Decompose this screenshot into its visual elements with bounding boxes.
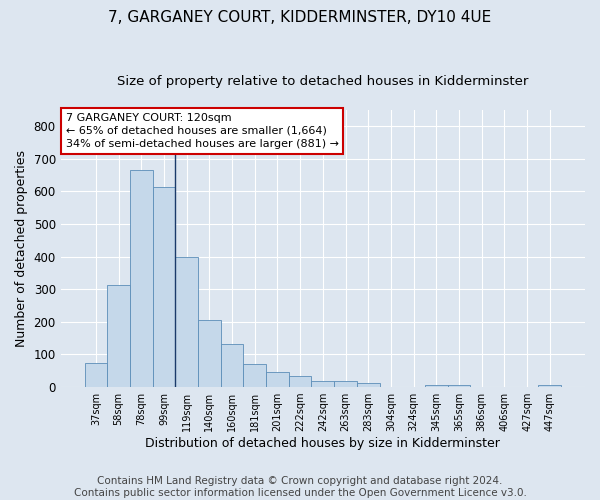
Bar [152, 186, 175, 387]
X-axis label: Distribution of detached houses by size in Kidderminster: Distribution of detached houses by size … [145, 437, 500, 450]
Bar [425, 385, 448, 387]
Bar [311, 380, 334, 387]
Y-axis label: Number of detached properties: Number of detached properties [15, 150, 28, 347]
Text: Contains HM Land Registry data © Crown copyright and database right 2024.
Contai: Contains HM Land Registry data © Crown c… [74, 476, 526, 498]
Text: 7 GARGANEY COURT: 120sqm
← 65% of detached houses are smaller (1,664)
34% of sem: 7 GARGANEY COURT: 120sqm ← 65% of detach… [66, 113, 339, 149]
Bar [198, 320, 221, 387]
Text: 7, GARGANEY COURT, KIDDERMINSTER, DY10 4UE: 7, GARGANEY COURT, KIDDERMINSTER, DY10 4… [109, 10, 491, 25]
Bar [175, 256, 198, 387]
Bar [289, 376, 311, 387]
Bar [85, 362, 107, 387]
Title: Size of property relative to detached houses in Kidderminster: Size of property relative to detached ho… [117, 75, 529, 88]
Bar [130, 170, 152, 387]
Bar [244, 364, 266, 387]
Bar [266, 372, 289, 387]
Bar [221, 344, 244, 387]
Bar [107, 285, 130, 387]
Bar [357, 383, 380, 387]
Bar [448, 386, 470, 387]
Bar [334, 380, 357, 387]
Bar [538, 385, 561, 387]
